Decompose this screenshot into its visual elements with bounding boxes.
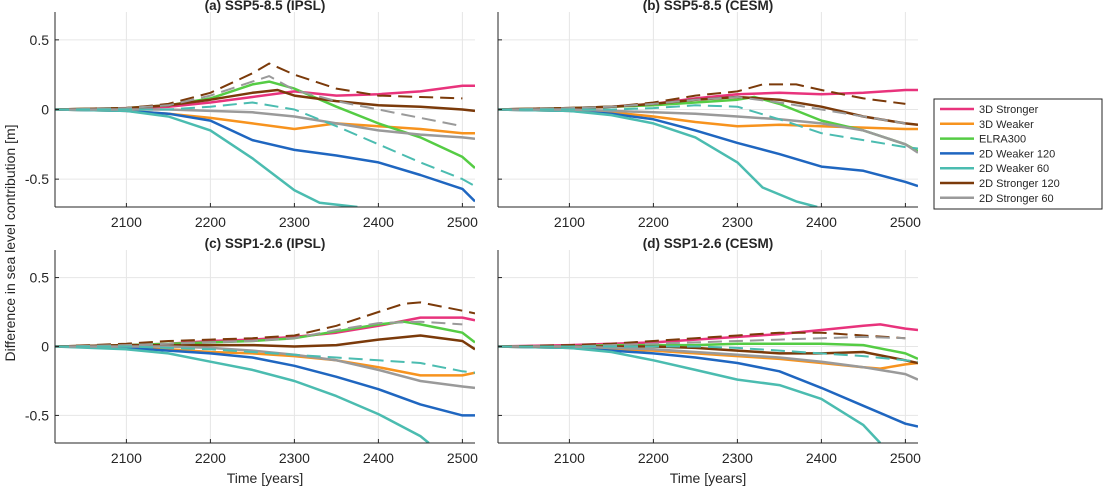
x-tick-label: 2300 — [279, 214, 310, 230]
series-2d-stronger-60 — [55, 108, 475, 141]
y-tick-label: -0.5 — [25, 171, 49, 187]
x-tick-label: 2300 — [722, 450, 753, 466]
series-group — [498, 83, 918, 207]
legend: 3D Stronger 3D Weaker ELRA300 2D Weaker 120… — [933, 98, 1103, 210]
legend-label: ELRA300 — [979, 134, 1026, 146]
legend-label: 3D Weaker — [979, 119, 1034, 131]
x-tick-label: 2400 — [806, 214, 837, 230]
x-tick-label: 2500 — [890, 214, 921, 230]
series-group — [498, 323, 918, 443]
x-tick-label: 2300 — [722, 214, 753, 230]
series-2d-stronger-120-dashed — [55, 62, 463, 111]
y-tick-label: 0.5 — [30, 32, 50, 48]
x-tick-label: 2200 — [638, 214, 669, 230]
x-tick-label: 2100 — [554, 450, 585, 466]
legend-label: 2D Weaker 120 — [979, 148, 1055, 160]
x-tick-label: 2500 — [447, 450, 478, 466]
series-2d-stronger-60-dashed — [55, 75, 463, 128]
series-2d-weaker-60 — [498, 108, 818, 207]
y-tick-label: 0.5 — [30, 270, 50, 286]
x-axis-label: Time [years] — [227, 470, 304, 486]
series-2d-weaker-120 — [55, 108, 475, 203]
series-group — [55, 301, 475, 443]
legend-label: 2D Stronger 120 — [979, 178, 1060, 190]
series-group — [55, 62, 475, 207]
y-tick-label: -0.5 — [25, 407, 49, 423]
panel-title: (c) SSP1-2.6 (IPSL) — [205, 236, 326, 251]
legend-label: 3D Stronger — [979, 104, 1039, 116]
x-tick-label: 2100 — [111, 450, 142, 466]
series-2d-weaker-120 — [55, 345, 475, 417]
x-tick-label: 2200 — [195, 450, 226, 466]
series-2d-weaker-60 — [55, 108, 358, 207]
series-2d-stronger-60-dashed — [498, 96, 906, 125]
x-tick-label: 2400 — [806, 450, 837, 466]
legend-label: 2D Stronger 60 — [979, 193, 1054, 205]
x-tick-label: 2300 — [279, 450, 310, 466]
x-tick-label: 2100 — [111, 214, 142, 230]
series-2d-weaker-60-dashed — [498, 104, 918, 150]
series-2d-weaker-60-dashed — [55, 101, 475, 187]
series-2d-weaker-60 — [498, 345, 882, 443]
panel-title: (d) SSP1-2.6 (CESM) — [643, 236, 774, 251]
panel-b: 2100 2200 2300 2400 2500 (b) SSP5-8.5 (CESM) — [497, 0, 921, 230]
y-tick-label: 0 — [41, 102, 49, 118]
series-2d-stronger-120 — [55, 334, 475, 351]
series-2d-stronger-120-dashed — [498, 83, 906, 111]
legend-label: 2D Weaker 60 — [979, 163, 1049, 175]
x-tick-label: 2100 — [554, 214, 585, 230]
panel-c: 2100 2200 2300 2400 2500 -0.5 0 0.5 (c) SSP1-2.6… — [25, 236, 478, 486]
x-tick-label: 2400 — [363, 450, 394, 466]
x-tick-label: 2200 — [638, 450, 669, 466]
series-2d-stronger-60 — [498, 345, 918, 381]
panels: 2100 2200 2300 2400 2500 -0.5 0 0.5 (a) SSP5-8.5… — [25, 0, 921, 486]
series-2d-weaker-60-dashed — [55, 345, 475, 374]
x-tick-label: 2200 — [195, 214, 226, 230]
series-2d-weaker-60 — [55, 345, 430, 443]
x-tick-label: 2400 — [363, 214, 394, 230]
x-tick-label: 2500 — [890, 450, 921, 466]
series-2d-stronger-120-dashed — [498, 331, 906, 348]
panel-a: 2100 2200 2300 2400 2500 -0.5 0 0.5 (a) SSP5-8.5… — [25, 0, 478, 230]
x-axis-label: Time [years] — [670, 470, 747, 486]
panel-title: (b) SSP5-8.5 (CESM) — [643, 0, 774, 13]
y-tick-label: 0 — [41, 339, 49, 355]
series-2d-weaker-60-dashed — [498, 345, 918, 363]
series-2d-stronger-60 — [498, 108, 918, 154]
panel-title: (a) SSP5-8.5 (IPSL) — [205, 0, 326, 13]
x-tick-label: 2500 — [447, 214, 478, 230]
series-2d-stronger-60-dashed — [55, 320, 463, 348]
y-axis-label: Difference in sea level contribution [m] — [2, 124, 18, 361]
panel-d: 2100 2200 2300 2400 2500 (d) SSP1-2.6 (CESM) T… — [497, 236, 921, 486]
series-2d-stronger-120-dashed — [55, 301, 475, 348]
